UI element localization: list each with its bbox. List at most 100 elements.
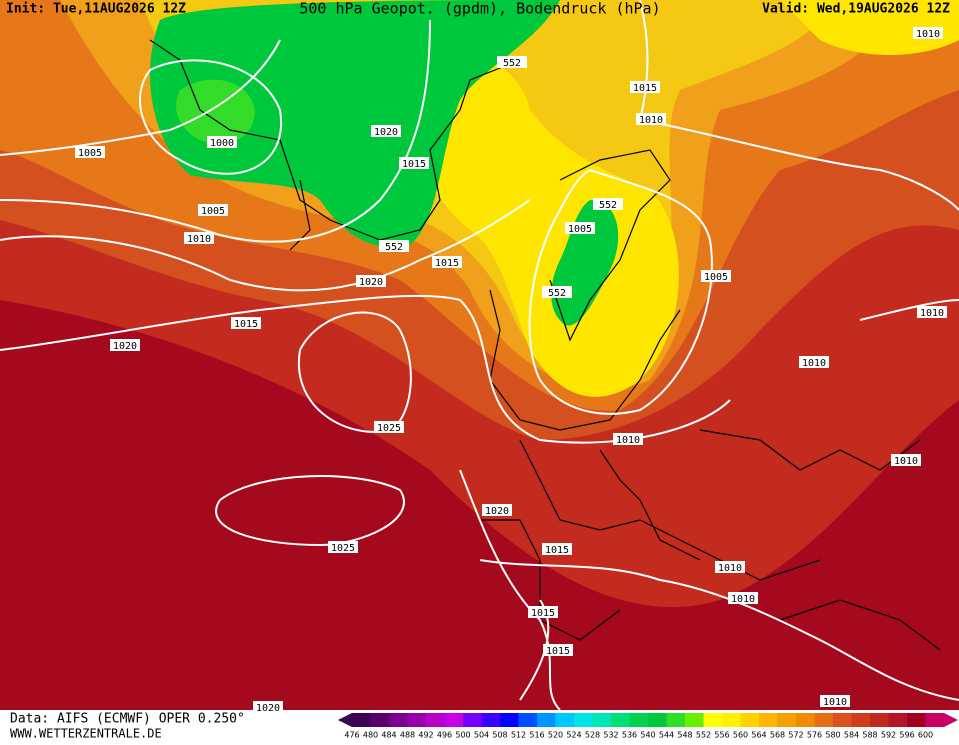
- isobar-label-box: [432, 256, 462, 268]
- scale-label: 596: [899, 731, 914, 740]
- isobar-label: 552: [599, 200, 617, 211]
- isobar-label: 1010: [616, 435, 640, 446]
- isobar-label-box: [399, 157, 429, 169]
- scale-swatch: [925, 713, 945, 727]
- scale-label: 536: [622, 731, 637, 740]
- scale-label: 484: [381, 731, 396, 740]
- isobar-label-box: [231, 317, 261, 329]
- scale-label: 492: [418, 731, 433, 740]
- scale-swatch: [389, 713, 408, 727]
- scale-label: 532: [603, 731, 618, 740]
- scale-label: 512: [511, 731, 526, 740]
- init-time: Init: Tue,11AUG2026 12Z: [6, 2, 186, 17]
- scale-label: 528: [585, 731, 600, 740]
- scale-label: 488: [400, 731, 415, 740]
- isobar-label: 1010: [718, 563, 742, 574]
- isobar-label-box: [198, 204, 228, 216]
- scale-swatch: [851, 713, 871, 727]
- isobar-label: 552: [385, 242, 403, 253]
- isobar-label: 1015: [531, 608, 555, 619]
- isobar-label-box: [613, 433, 643, 445]
- scale-label: 524: [566, 731, 581, 740]
- isobar-label-box: [715, 561, 745, 573]
- scale-label: 556: [714, 731, 729, 740]
- scale-swatch: [759, 713, 778, 727]
- scale-label: 552: [696, 731, 711, 740]
- scale-swatch: [426, 713, 445, 727]
- scale-label: 584: [844, 731, 859, 740]
- scale-label: 508: [492, 731, 507, 740]
- isobar-label-box: [75, 146, 105, 158]
- isobar-label-box: [636, 113, 666, 125]
- isobar-label-box: [630, 81, 660, 93]
- isobar-label: 1005: [78, 148, 102, 159]
- isobar-label: 1020: [256, 703, 280, 714]
- isobar-label-box: [820, 695, 850, 707]
- scale-label: 544: [659, 731, 674, 740]
- scale-label: 572: [788, 731, 803, 740]
- coastline: [149, 39, 941, 651]
- isobar-label: 1015: [402, 159, 426, 170]
- isobar-label-box: [542, 543, 572, 555]
- scale-swatch: [777, 713, 797, 727]
- scale-swatch: [685, 713, 704, 727]
- scale-label: 476: [344, 731, 359, 740]
- scale-swatch: [703, 713, 723, 727]
- isobar-label: 1020: [113, 341, 137, 352]
- isobar-label-box: [542, 286, 572, 298]
- isobar-label: 1005: [568, 224, 592, 235]
- scale-label: 564: [751, 731, 766, 740]
- scale-label: 600: [918, 731, 933, 740]
- scale-swatch: [833, 713, 852, 727]
- field-green-core: [176, 79, 255, 144]
- field-green: [150, 0, 560, 248]
- scale-label: 480: [363, 731, 378, 740]
- isobar-label-box: [207, 136, 237, 148]
- isobar-label-box: [913, 27, 943, 39]
- isobar-label-box: [701, 270, 731, 282]
- scale-swatch: [407, 713, 427, 727]
- isobar-label: 1020: [485, 506, 509, 517]
- isobar-label-box: [728, 592, 758, 604]
- isobar-label-box: [374, 421, 404, 433]
- scale-swatch: [740, 713, 760, 727]
- color-scale: 476 480 484 488 492 496 500 504 508 512 516 520 524 5…: [338, 713, 958, 740]
- scale-swatch: [611, 713, 630, 727]
- isobar-label: 1015: [545, 545, 569, 556]
- scale-label: 576: [807, 731, 822, 740]
- isobar-label: 1010: [823, 697, 847, 708]
- isobar-label: 1010: [187, 234, 211, 245]
- isobar-label: 1010: [920, 308, 944, 319]
- isobar-label-box: [528, 606, 558, 618]
- scale-swatch: [555, 713, 575, 727]
- isobar-label-box: [917, 306, 947, 318]
- isobar-label: 1010: [802, 358, 826, 369]
- isobar-label-box: [799, 356, 829, 368]
- isobar-label-box: [356, 275, 386, 287]
- isobar-label-box: [891, 454, 921, 466]
- field-yellow-ne: [780, 0, 959, 55]
- scale-swatch: [666, 713, 686, 727]
- isobar-label: 1010: [916, 29, 940, 40]
- isobar-label: 1025: [377, 423, 401, 434]
- isobar-label-box: [328, 541, 358, 553]
- field-yellow: [380, 38, 679, 397]
- isobar-label: 1010: [731, 594, 755, 605]
- isobar-label-box: [379, 240, 409, 252]
- isobar-label: 1005: [201, 206, 225, 217]
- isobar-label: 1010: [639, 115, 663, 126]
- isobar-label-box: [253, 701, 283, 713]
- isobar-label: 1015: [546, 646, 570, 657]
- isobar-label: 1015: [435, 258, 459, 269]
- scale-arrow-right: [944, 713, 958, 727]
- isobar-labels: 1010 1015 1010 552 1005 1000 1020 1015 1005 1010 5…: [75, 27, 947, 714]
- scale-label: 540: [640, 731, 655, 740]
- scale-label: 504: [474, 731, 489, 740]
- isobar-label: 1015: [633, 83, 657, 94]
- isobar-label: 1005: [704, 272, 728, 283]
- scale-label: 520: [548, 731, 563, 740]
- isobar-label-box: [371, 125, 401, 137]
- isobar-label-box: [593, 198, 623, 210]
- map-title: 500 hPa Geopot. (gpdm), Bodendruck (hPa): [299, 0, 660, 18]
